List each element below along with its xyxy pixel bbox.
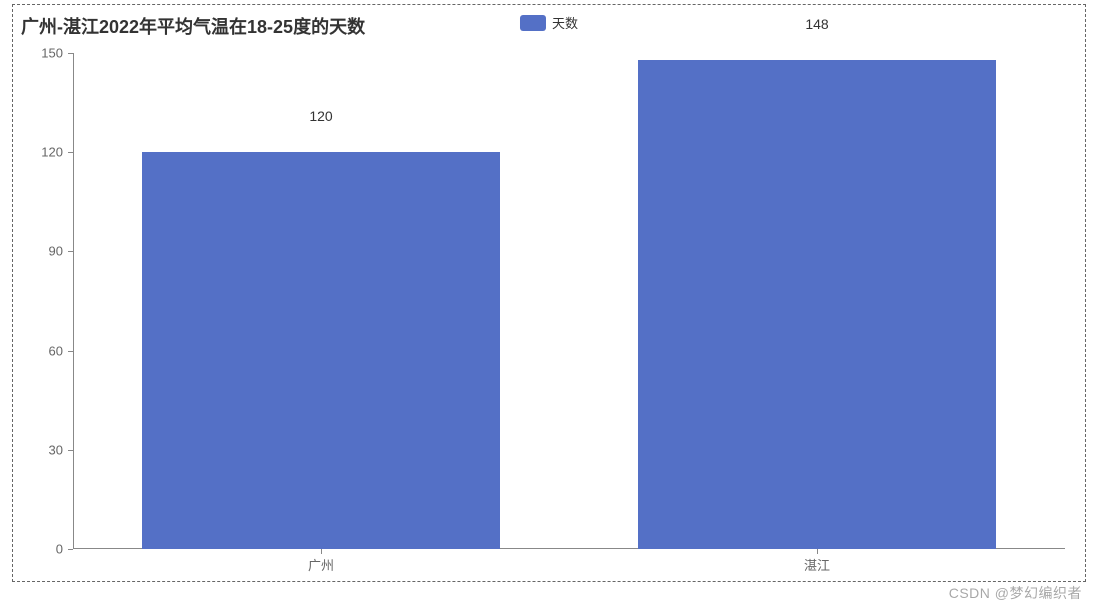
- chart-frame: 广州-湛江2022年平均气温在18-25度的天数 天数 030609012015…: [12, 4, 1086, 582]
- y-tick-label: 0: [56, 542, 73, 557]
- y-tick-label: 30: [49, 442, 73, 457]
- legend-label: 天数: [552, 13, 578, 32]
- page-root: 广州-湛江2022年平均气温在18-25度的天数 天数 030609012015…: [0, 0, 1098, 609]
- chart-title: 广州-湛江2022年平均气温在18-25度的天数: [21, 13, 365, 39]
- y-tick-label: 120: [41, 145, 73, 160]
- bar[interactable]: [638, 60, 995, 549]
- bar[interactable]: [142, 152, 499, 549]
- x-tick-label: 湛江: [804, 549, 830, 574]
- legend-swatch: [520, 15, 546, 31]
- legend: 天数: [520, 13, 578, 32]
- y-tick-label: 150: [41, 46, 73, 61]
- plot-area: 0306090120150120广州148湛江: [73, 53, 1065, 549]
- y-tick-label: 60: [49, 343, 73, 358]
- x-tick-label: 广州: [308, 549, 334, 574]
- y-tick-label: 90: [49, 244, 73, 259]
- bar-value-label: 120: [309, 108, 332, 130]
- watermark-text: CSDN @梦幻编织者: [949, 583, 1082, 603]
- bar-value-label: 148: [805, 16, 828, 38]
- y-axis-line: [73, 53, 74, 549]
